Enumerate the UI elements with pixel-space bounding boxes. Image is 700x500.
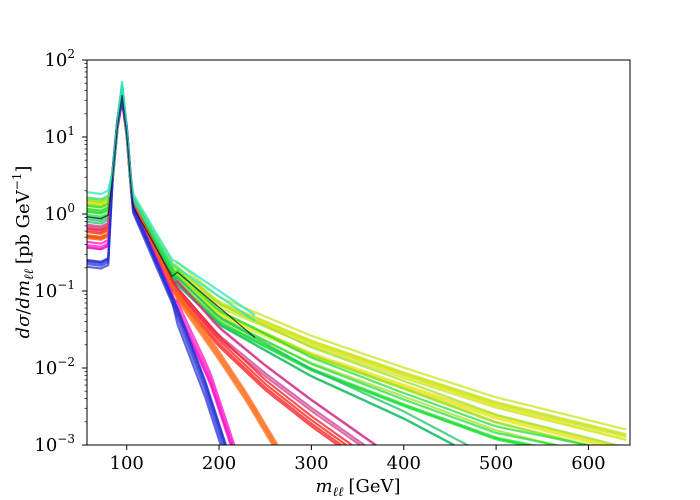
x-tick-label: 500: [479, 453, 513, 474]
series-line: [87, 93, 590, 445]
series-line: [87, 91, 534, 445]
y-tick-label: 100: [44, 201, 75, 225]
tick-layer: 100 200 300 400 500 600 10−3 10−2 10−1 100 101 102: [34, 47, 605, 474]
series-layer: [87, 80, 627, 445]
x-axis-label: mℓℓ [GeV]: [316, 476, 401, 500]
plot-frame: [86, 59, 631, 446]
y-tick-label: 10−3: [34, 432, 75, 456]
x-tick-label: 400: [387, 453, 421, 474]
series-line: [87, 95, 256, 339]
y-tick-label: 102: [44, 47, 75, 71]
x-tick-label: 300: [294, 453, 328, 474]
x-tick-label: 600: [571, 453, 605, 474]
y-tick-label: 10−1: [34, 278, 75, 302]
series-line: [87, 80, 256, 317]
x-tick-label: 100: [110, 453, 144, 474]
y-tick-label: 10−2: [34, 355, 75, 379]
y-tick-label: 101: [44, 124, 75, 148]
y-axis-label: dσ/dmℓℓ[pb GeV−1]: [10, 166, 37, 339]
series-line: [87, 84, 621, 445]
x-tick-label: 200: [202, 453, 236, 474]
